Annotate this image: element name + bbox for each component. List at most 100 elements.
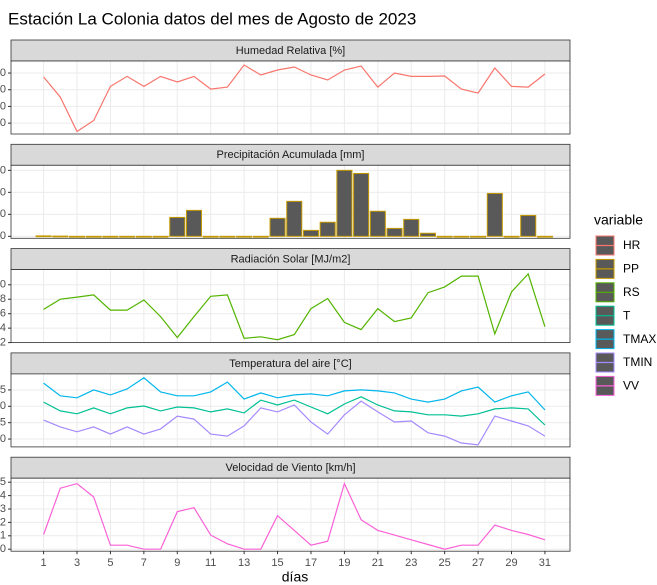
bar — [336, 169, 353, 237]
y-tick-label: 20 — [0, 279, 6, 291]
bar — [302, 229, 319, 237]
panel-border — [10, 269, 571, 344]
y-tick-label: 14 — [0, 322, 6, 334]
chart-title: Estación La Colonia datos del mes de Ago… — [8, 9, 416, 28]
y-tick-label: 18 — [0, 293, 6, 305]
bar — [52, 235, 69, 238]
bar — [269, 217, 286, 237]
x-tick-label: 9 — [174, 557, 180, 569]
x-tick-label: 19 — [338, 557, 350, 569]
y-tick-label: 90 — [0, 67, 6, 79]
bar — [536, 235, 553, 238]
bar — [252, 235, 269, 238]
series-line — [43, 400, 546, 446]
bar — [85, 235, 102, 238]
bar — [353, 172, 370, 237]
y-tick-label: 60 — [0, 117, 6, 129]
y-tick-label: 2 — [0, 516, 6, 528]
bar — [219, 235, 236, 238]
legend-label: TMIN — [623, 355, 652, 369]
y-tick-label: 5 — [0, 476, 6, 488]
bar — [152, 235, 169, 238]
legend-label: T — [623, 308, 631, 322]
bar — [436, 235, 453, 238]
x-tick-label: 31 — [539, 557, 551, 569]
bar — [470, 235, 487, 238]
x-tick-label: 23 — [405, 557, 417, 569]
bar — [486, 192, 503, 237]
panel-border — [10, 373, 571, 448]
bar — [520, 214, 537, 237]
y-tick-label: 12 — [0, 337, 6, 349]
bar — [185, 209, 203, 237]
y-tick-label: 70 — [0, 100, 6, 112]
bar — [236, 235, 253, 238]
y-tick-label: 20 — [0, 186, 6, 198]
x-tick-label: 7 — [141, 557, 147, 569]
y-tick-label: 80 — [0, 84, 6, 96]
panel-border — [10, 60, 571, 135]
series-line — [43, 396, 546, 426]
series-line — [43, 64, 546, 133]
bar — [102, 235, 119, 238]
bar — [35, 235, 52, 238]
x-tick-label: 5 — [107, 557, 113, 569]
bar — [453, 235, 470, 238]
y-tick-label: 20 — [0, 400, 6, 412]
y-tick-label: 15 — [0, 417, 6, 429]
x-tick-label: 27 — [472, 557, 484, 569]
series-line — [43, 272, 546, 341]
bar — [369, 210, 386, 237]
bar — [68, 235, 86, 238]
facet-title: Precipitación Acumulada [mm] — [217, 149, 365, 161]
series-line — [43, 377, 546, 411]
panel-border — [10, 164, 571, 239]
legend-title: variable — [594, 212, 643, 228]
y-tick-label: 25 — [0, 384, 6, 396]
x-axis-title: días — [282, 569, 308, 585]
bar — [169, 216, 186, 237]
facet-title: Temperatura del aire [°C] — [229, 358, 351, 370]
x-tick-label: 11 — [205, 557, 216, 569]
bar — [503, 235, 520, 238]
facet-title: Humedad Relativa [%] — [236, 45, 345, 57]
panel — [11, 373, 570, 447]
x-tick-label: 1 — [41, 557, 47, 569]
bar — [419, 232, 436, 237]
facet-title: Velocidad de Viento [km/h] — [225, 462, 355, 474]
panel — [11, 269, 570, 343]
bar — [135, 235, 152, 238]
facet-title: Radiación Solar [MJ/m2] — [231, 254, 351, 266]
x-tick-label: 21 — [372, 557, 384, 569]
y-tick-label: 1 — [0, 530, 6, 542]
legend-label: RS — [623, 285, 640, 299]
legend-label: TMAX — [623, 332, 656, 346]
x-tick-label: 15 — [271, 557, 283, 569]
bar — [286, 200, 303, 237]
legend-label: VV — [623, 379, 639, 393]
bar — [202, 235, 219, 238]
x-tick-label: 29 — [505, 557, 517, 569]
y-tick-label: 3 — [0, 503, 6, 515]
y-tick-label: 16 — [0, 308, 6, 320]
bar — [403, 218, 420, 237]
legend-label: PP — [623, 262, 639, 276]
y-tick-label: 0 — [0, 230, 6, 242]
bar — [386, 227, 403, 237]
y-tick-label: 4 — [0, 490, 6, 502]
series-line — [43, 481, 546, 550]
y-tick-label: 0 — [0, 543, 6, 555]
x-tick-label: 13 — [238, 557, 250, 569]
x-tick-label: 17 — [305, 557, 317, 569]
y-tick-label: 10 — [0, 433, 6, 445]
y-tick-label: 30 — [0, 164, 6, 176]
x-tick-label: 25 — [439, 557, 451, 569]
panel-border — [10, 477, 571, 552]
bar — [319, 221, 336, 237]
bar — [119, 235, 136, 238]
legend-label: HR — [623, 238, 641, 252]
panel — [11, 478, 570, 552]
x-tick-label: 3 — [74, 557, 80, 569]
y-tick-label: 10 — [0, 208, 6, 220]
